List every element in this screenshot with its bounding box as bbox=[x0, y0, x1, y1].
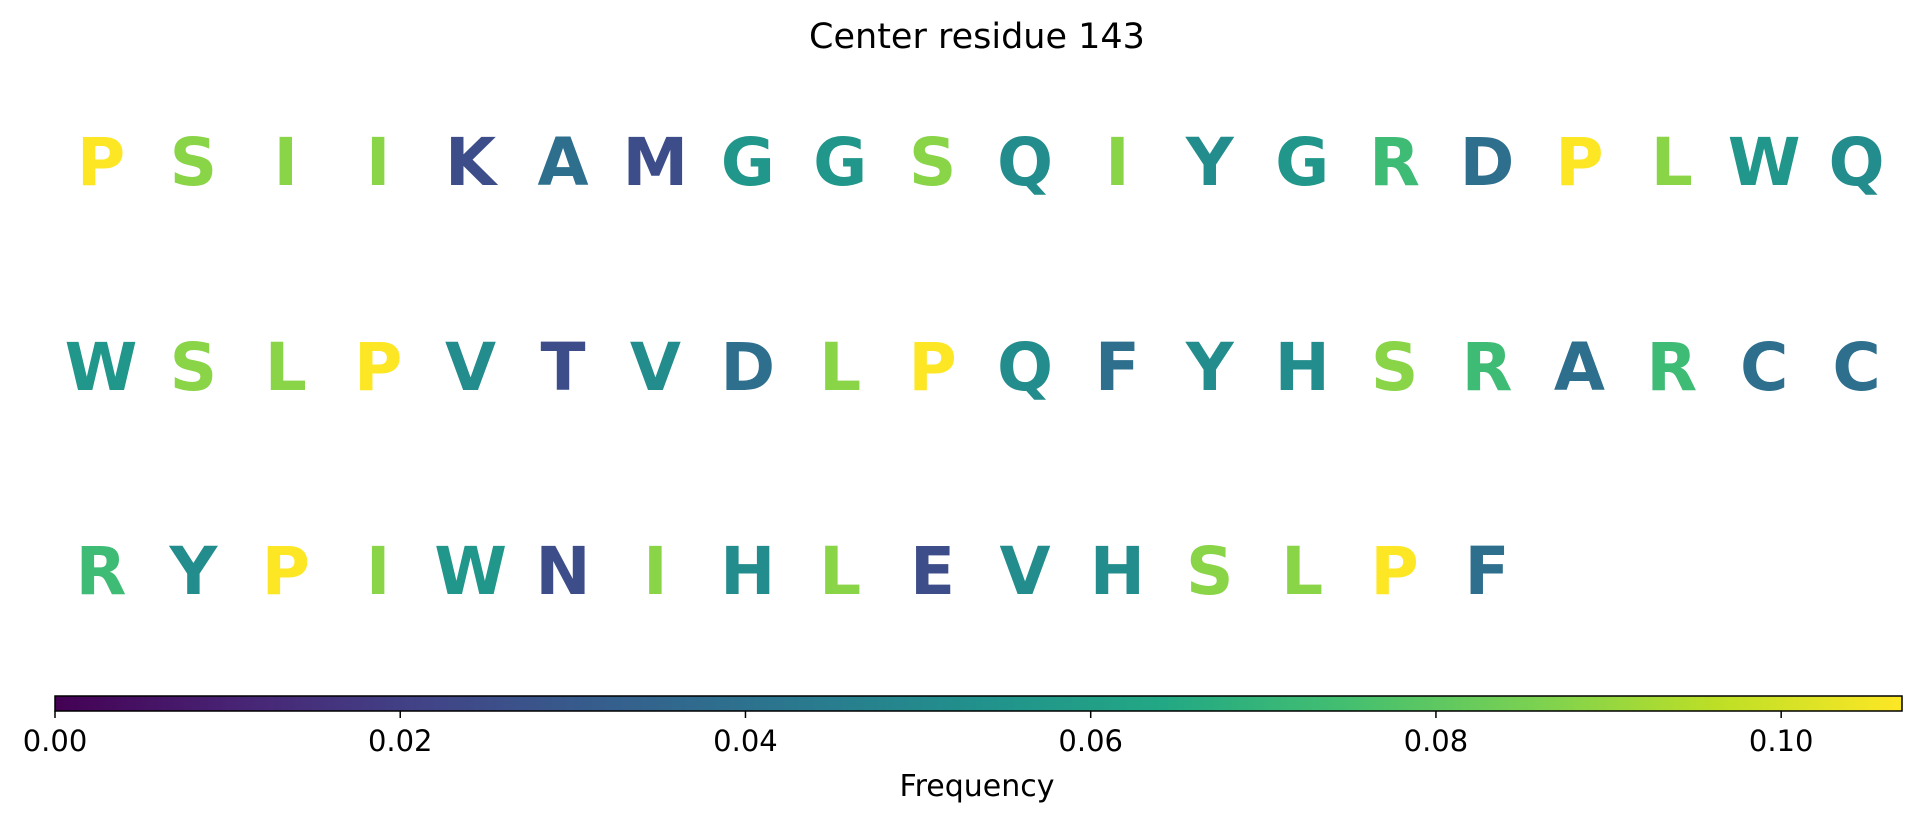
residue-letter: L bbox=[819, 329, 861, 406]
residue-letter: T bbox=[540, 329, 585, 406]
residue-letter: S bbox=[170, 329, 218, 406]
residue-letter: P bbox=[908, 329, 956, 406]
residue-letter: W bbox=[65, 329, 138, 406]
residue-letter: C bbox=[1740, 329, 1788, 406]
residue-letter: V bbox=[999, 533, 1050, 610]
residue-letter: D bbox=[1460, 124, 1515, 201]
residue-letter: V bbox=[630, 329, 681, 406]
residue-letter: K bbox=[445, 124, 499, 201]
residue-letter: S bbox=[909, 124, 957, 201]
residue-letter: N bbox=[535, 533, 590, 610]
residue-letter: R bbox=[1462, 329, 1513, 406]
residue-letter: W bbox=[1728, 124, 1801, 201]
colorbar-tick-label: 0.02 bbox=[368, 724, 433, 758]
residue-letter: E bbox=[910, 533, 955, 610]
residue-letter: F bbox=[1464, 533, 1509, 610]
colorbar-ticks: 0.00 0.02 0.04 0.06 0.08 0.10 bbox=[23, 711, 1814, 758]
residue-letter: R bbox=[1646, 329, 1697, 406]
residue-letter: P bbox=[1555, 124, 1603, 201]
residue-letter: G bbox=[813, 124, 867, 201]
residue-letter: M bbox=[623, 124, 689, 201]
colorbar-tick-label: 0.00 bbox=[23, 724, 88, 758]
colorbar-label: Frequency bbox=[900, 769, 1055, 804]
residue-letter: C bbox=[1832, 329, 1880, 406]
residue-letter: I bbox=[366, 124, 391, 201]
residue-letter: L bbox=[265, 329, 307, 406]
residue-letter: S bbox=[170, 124, 218, 201]
residue-letter: L bbox=[1651, 124, 1693, 201]
residue-letter: H bbox=[720, 533, 775, 610]
residue-letter: G bbox=[1275, 124, 1329, 201]
residue-letter: Y bbox=[169, 533, 219, 610]
residue-letter: L bbox=[1281, 533, 1323, 610]
residue-letter: P bbox=[1370, 533, 1418, 610]
colorbar: 0.00 0.02 0.04 0.06 0.08 0.10 Frequency bbox=[23, 695, 1903, 804]
colorbar-tick-label: 0.04 bbox=[713, 724, 778, 758]
residue-letter: P bbox=[262, 533, 310, 610]
residue-letter: H bbox=[1090, 533, 1145, 610]
residue-letter: F bbox=[1095, 329, 1140, 406]
colorbar-tick-label: 0.10 bbox=[1749, 724, 1814, 758]
residue-letter: D bbox=[720, 329, 775, 406]
colorbar-gradient bbox=[54, 695, 1903, 712]
residue-letter: G bbox=[721, 124, 775, 201]
residue-letter: S bbox=[1186, 533, 1234, 610]
residue-letter: I bbox=[1105, 124, 1130, 201]
chart-title: Center residue 143 bbox=[809, 17, 1145, 57]
residue-letter: I bbox=[274, 124, 299, 201]
residue-letter: L bbox=[819, 533, 861, 610]
residue-letter: Q bbox=[997, 124, 1053, 201]
residue-letter: S bbox=[1371, 329, 1419, 406]
residue-letter: H bbox=[1275, 329, 1330, 406]
residue-letter: P bbox=[77, 124, 125, 201]
residue-letter: I bbox=[366, 533, 391, 610]
residue-letter: P bbox=[354, 329, 402, 406]
residue-letter: Y bbox=[1185, 124, 1235, 201]
residue-letter: Q bbox=[1829, 124, 1885, 201]
residue-grid: P S I I K A M G G S Q I Y G R D P L W QW S L P V T V D L P Q F Y H S R A R C C… bbox=[65, 124, 1885, 610]
colorbar-tick-label: 0.06 bbox=[1058, 724, 1123, 758]
residue-letter: W bbox=[434, 533, 507, 610]
colorbar-tick-label: 0.08 bbox=[1404, 724, 1469, 758]
residue-letter: Y bbox=[1185, 329, 1235, 406]
residue-letter: A bbox=[537, 124, 588, 201]
residue-letter: A bbox=[1554, 329, 1605, 406]
residue-letter: I bbox=[643, 533, 668, 610]
residue-letter: R bbox=[76, 533, 127, 610]
residue-letter: V bbox=[445, 329, 496, 406]
residue-letter: Q bbox=[997, 329, 1053, 406]
residue-letter: R bbox=[1369, 124, 1420, 201]
